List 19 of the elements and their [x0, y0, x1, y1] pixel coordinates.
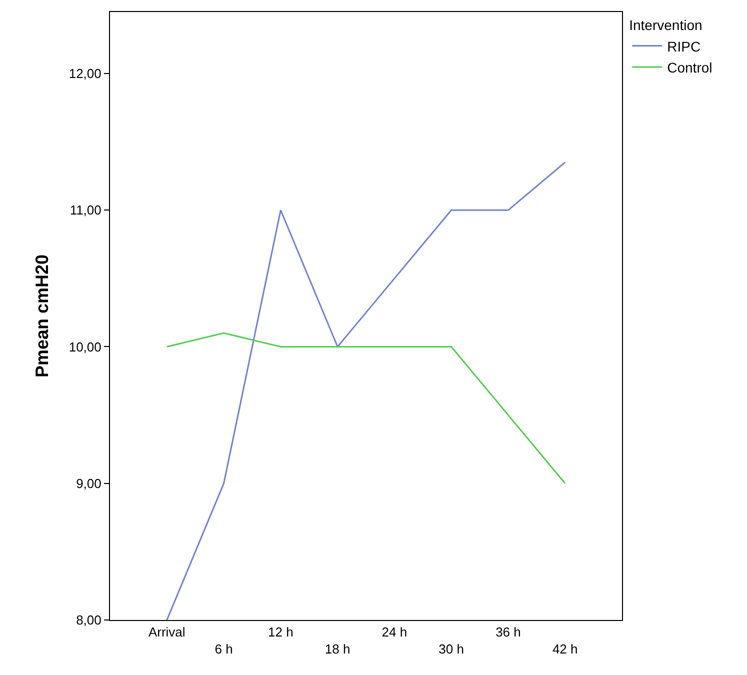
x-tick-label: 12 h [268, 624, 294, 640]
x-tick-label: 42 h [552, 642, 578, 656]
legend-title: Intervention [629, 17, 702, 34]
x-tick-label: 24 h [382, 624, 408, 640]
line-series [166, 162, 566, 620]
y-tick-label: 8,00 [76, 612, 102, 628]
x-tick-label: 30 h [438, 642, 464, 656]
y-axis-title: Pmean cmH20 [32, 254, 52, 378]
legend-label: RIPC [667, 38, 701, 54]
y-tick-label: 9,00 [76, 476, 102, 491]
x-tick-label: 6 h [214, 642, 233, 656]
y-tick-label: 12,00 [68, 66, 102, 82]
x-tick-label: 36 h [496, 624, 521, 640]
legend-label: Control [667, 59, 712, 76]
y-tick-label: 11,00 [70, 202, 102, 218]
y-tick-label: 10,00 [68, 339, 102, 354]
line-series [166, 332, 566, 484]
x-tick-label: Arrival [148, 624, 186, 640]
x-tick-label: 18 h [324, 642, 350, 656]
